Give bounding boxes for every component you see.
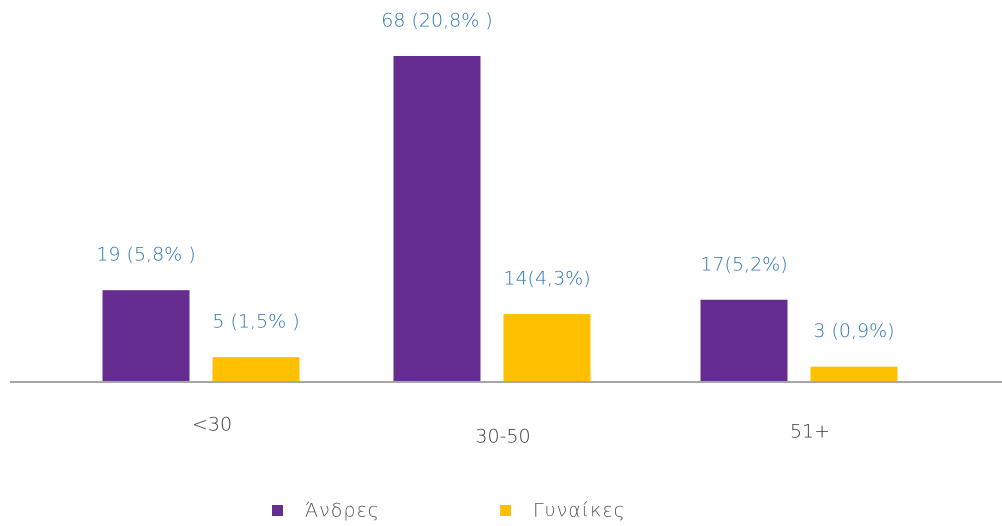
bar xyxy=(212,357,300,381)
value-label: 5 (1,5% ) xyxy=(212,311,299,333)
value-label: 3 (0,9%) xyxy=(813,320,894,342)
bar xyxy=(700,299,788,381)
legend-swatch xyxy=(272,505,283,516)
bar xyxy=(503,314,591,381)
value-label: 17(5,2%) xyxy=(700,253,787,275)
x-tick-label: 51+ xyxy=(790,421,830,443)
legend-label: Άνδρες xyxy=(305,500,380,522)
x-tick-label: 30-50 xyxy=(475,426,530,448)
legend-swatch xyxy=(500,505,511,516)
value-label: 19 (5,8% ) xyxy=(96,244,195,266)
bar xyxy=(102,290,190,381)
x-tick-label: <30 xyxy=(192,414,232,436)
legend-label: Γυναίκες xyxy=(533,500,626,522)
value-label: 68 (20,8% ) xyxy=(381,10,492,32)
bar xyxy=(393,56,481,381)
bar xyxy=(810,366,898,381)
value-label: 14(4,3%) xyxy=(503,268,590,290)
